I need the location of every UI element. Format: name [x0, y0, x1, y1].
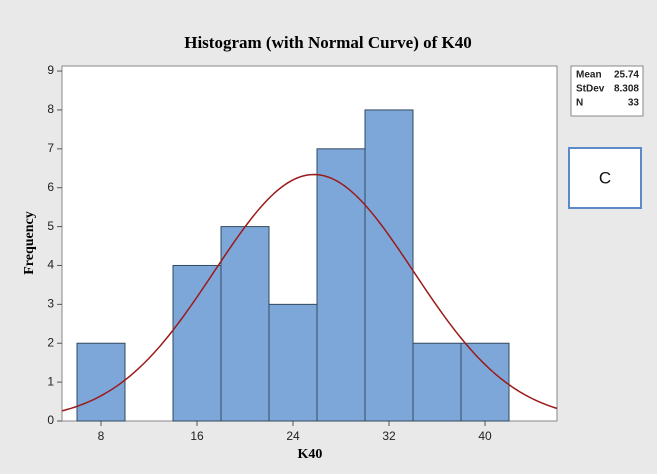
- stat-value: 33: [628, 98, 640, 109]
- bar: [172, 264, 222, 422]
- y-tick-label: 9: [47, 63, 54, 77]
- y-tick-label: 1: [47, 374, 54, 388]
- stat-label: N: [576, 98, 583, 109]
- normal-curve: [61, 173, 558, 412]
- x-tick-label: 24: [286, 429, 300, 443]
- bar: [76, 342, 126, 422]
- y-tick-label: 7: [47, 141, 54, 155]
- stat-value: 8.308: [614, 84, 639, 95]
- stat-value: 25.74: [614, 70, 639, 81]
- bar: [316, 148, 366, 422]
- stats-box: [570, 65, 644, 117]
- x-axis-label: K40: [298, 447, 323, 462]
- y-tick-label: 0: [47, 413, 54, 427]
- chart-title: Histogram (with Normal Curve) of K40: [184, 33, 472, 52]
- x-tick-label: 32: [382, 429, 396, 443]
- x-tick-label: 16: [190, 429, 204, 443]
- annotation: C: [599, 168, 611, 187]
- y-tick-label: 2: [47, 335, 54, 349]
- stat-label: StDev: [576, 84, 605, 95]
- y-axis-label: Frequency: [22, 211, 37, 275]
- annotation-box: [568, 147, 642, 209]
- bar: [220, 226, 270, 422]
- y-tick-label: 4: [47, 258, 54, 272]
- bar: [460, 342, 510, 422]
- bar: [412, 342, 462, 422]
- y-tick-label: 5: [47, 219, 54, 233]
- y-tick-label: 3: [47, 297, 54, 311]
- bar: [364, 109, 414, 422]
- y-tick-label: 6: [47, 180, 54, 194]
- x-tick-label: 40: [478, 429, 492, 443]
- x-tick-label: 8: [98, 429, 105, 443]
- bar: [268, 303, 318, 422]
- stat-label: Mean: [576, 70, 602, 81]
- y-tick-label: 8: [47, 102, 54, 116]
